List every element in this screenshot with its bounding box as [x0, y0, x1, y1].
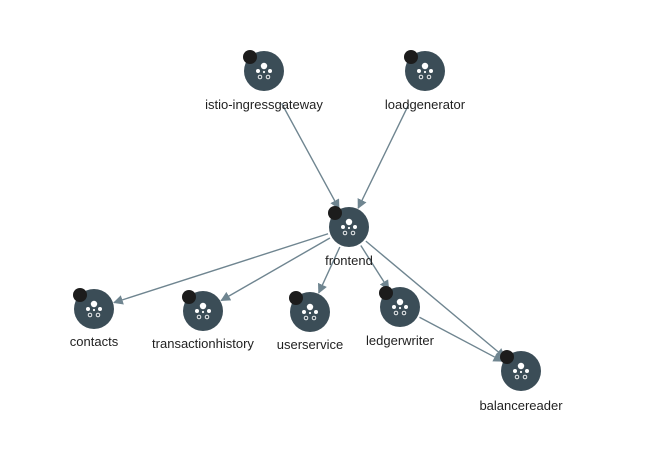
node-balancereader[interactable] [500, 350, 541, 391]
node-userservice[interactable] [289, 291, 330, 332]
status-indicator [404, 50, 418, 64]
edge-frontend-to-ledgerwriter[interactable] [360, 245, 390, 291]
node-loadgenerator[interactable] [404, 50, 445, 91]
node-label[interactable]: contacts [70, 334, 119, 349]
service-icon [302, 303, 318, 321]
node-transactionhistory[interactable] [182, 290, 223, 331]
node-label[interactable]: userservice [277, 337, 343, 352]
service-icon [195, 302, 211, 320]
edge-frontend-to-userservice[interactable] [317, 246, 341, 294]
node-contacts[interactable] [73, 288, 114, 329]
edge-frontend-to-contacts[interactable] [113, 233, 329, 305]
edge-frontend-to-transactionhistory[interactable] [220, 237, 331, 302]
node-frontend[interactable] [328, 206, 369, 247]
status-indicator [289, 291, 303, 305]
node-label[interactable]: transactionhistory [152, 336, 254, 351]
status-indicator [379, 286, 393, 300]
node-ledgerwriter[interactable] [379, 286, 420, 327]
status-indicator [243, 50, 257, 64]
service-icon [392, 298, 408, 316]
node-label[interactable]: loadgenerator [385, 97, 466, 112]
service-icon [417, 62, 433, 80]
node-istio-ingressgateway[interactable] [243, 50, 284, 91]
edges-layer [113, 103, 506, 362]
edge-ledgerwriter-to-balancereader[interactable] [419, 316, 504, 362]
service-icon [341, 218, 357, 236]
edge-istio-ingressgateway-to-frontend[interactable] [281, 103, 340, 210]
node-label[interactable]: balancereader [479, 398, 563, 413]
edge-frontend-to-balancereader[interactable] [365, 240, 506, 359]
nodes-layer: istio-ingressgateway loadgenerator fronten… [70, 50, 563, 413]
status-indicator [73, 288, 87, 302]
service-icon [86, 300, 102, 318]
edge-loadgenerator-to-frontend[interactable] [357, 103, 410, 210]
status-indicator [182, 290, 196, 304]
status-indicator [328, 206, 342, 220]
node-label[interactable]: frontend [325, 253, 373, 268]
service-icon [256, 62, 272, 80]
node-label[interactable]: istio-ingressgateway [205, 97, 323, 112]
node-label[interactable]: ledgerwriter [366, 333, 435, 348]
status-indicator [500, 350, 514, 364]
service-icon [513, 362, 529, 380]
